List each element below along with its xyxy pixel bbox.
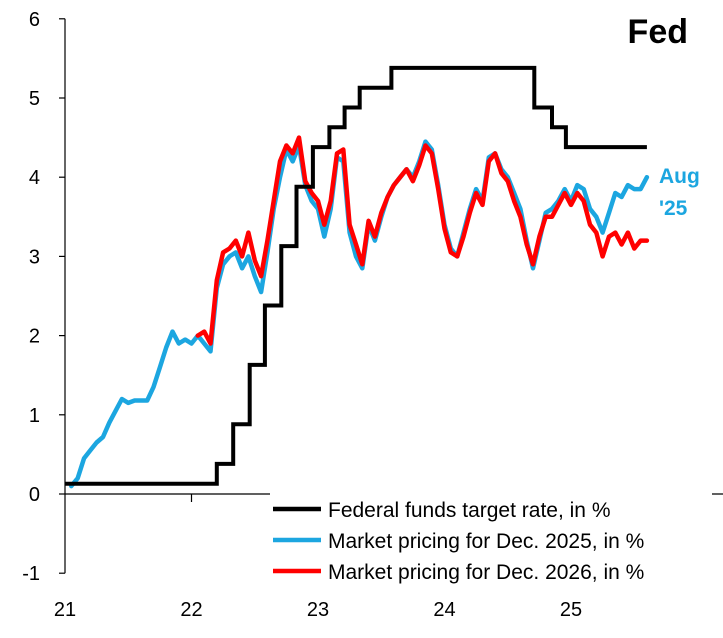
legend: Federal funds target rate, in % Market pr… <box>270 493 712 586</box>
x-tick-label: 22 <box>180 599 202 621</box>
annotation-aug: Aug <box>659 165 700 188</box>
legend-label: Market pricing for Dec. 2025, in % <box>328 530 644 553</box>
series-line-fed-funds <box>65 65 647 486</box>
legend-bg <box>270 555 712 586</box>
y-tick-label: 2 <box>29 326 40 348</box>
y-tick-label: 6 <box>29 9 40 31</box>
series-line-dec-2026 <box>195 135 650 346</box>
x-tick-label: 24 <box>433 599 455 621</box>
legend-label: Market pricing for Dec. 2026, in % <box>328 561 644 584</box>
chart-title: Fed <box>628 13 688 51</box>
annotation-year: '25 <box>659 197 688 220</box>
y-tick-label: -1 <box>22 563 40 585</box>
x-tick-label: 23 <box>307 599 329 621</box>
x-tick-label: 21 <box>54 599 76 621</box>
y-tick-label: 0 <box>29 484 40 506</box>
series-line-dec-2025 <box>69 139 650 489</box>
legend-bg <box>270 493 712 524</box>
y-tick-label: 4 <box>29 167 40 189</box>
y-tick-label: 3 <box>29 246 40 268</box>
legend-label: Federal funds target rate, in % <box>328 499 611 522</box>
y-tick-label: 1 <box>29 405 40 427</box>
y-tick-label: 5 <box>29 88 40 110</box>
series-layer <box>65 65 650 489</box>
x-tick-label: 25 <box>560 599 582 621</box>
legend-bg <box>270 524 712 555</box>
